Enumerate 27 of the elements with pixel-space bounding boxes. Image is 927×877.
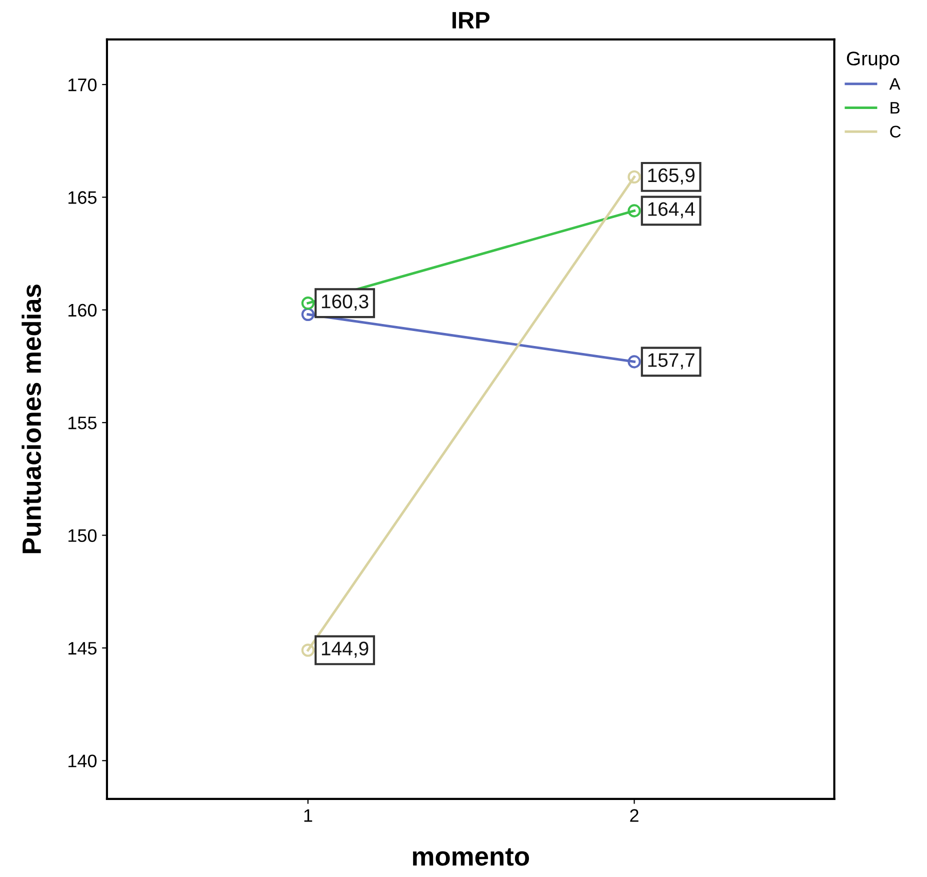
data-label: 160,3 xyxy=(322,294,368,311)
data-label: 157,7 xyxy=(648,353,694,370)
legend-label: B xyxy=(890,102,900,114)
x-tick-label: 1 xyxy=(304,809,312,822)
x-axis-title: momento xyxy=(413,848,529,866)
y-tick-label: 150 xyxy=(68,529,97,542)
data-label: 164,4 xyxy=(648,202,695,218)
legend-label: A xyxy=(889,78,900,90)
data-label: 144,9 xyxy=(322,642,368,658)
point xyxy=(301,296,315,310)
y-axis-title: Puntuaciones medias xyxy=(22,284,42,554)
y-tick-label: 145 xyxy=(68,642,96,655)
chart-title: IRP xyxy=(452,12,490,28)
y-tick-label: 140 xyxy=(68,754,97,768)
x-tick-label: 2 xyxy=(630,809,638,822)
point xyxy=(301,308,315,322)
data-label: 165,9 xyxy=(648,168,695,184)
point xyxy=(301,644,315,657)
legend-label: C xyxy=(890,126,901,138)
y-tick-label: 155 xyxy=(68,416,96,430)
legend-title: Grupo xyxy=(846,52,900,70)
y-tick-label: 160 xyxy=(68,304,97,317)
point xyxy=(628,170,641,184)
point xyxy=(628,204,641,218)
y-tick-label: 165 xyxy=(68,191,96,204)
y-tick-label: 170 xyxy=(68,78,97,92)
point xyxy=(628,355,641,368)
